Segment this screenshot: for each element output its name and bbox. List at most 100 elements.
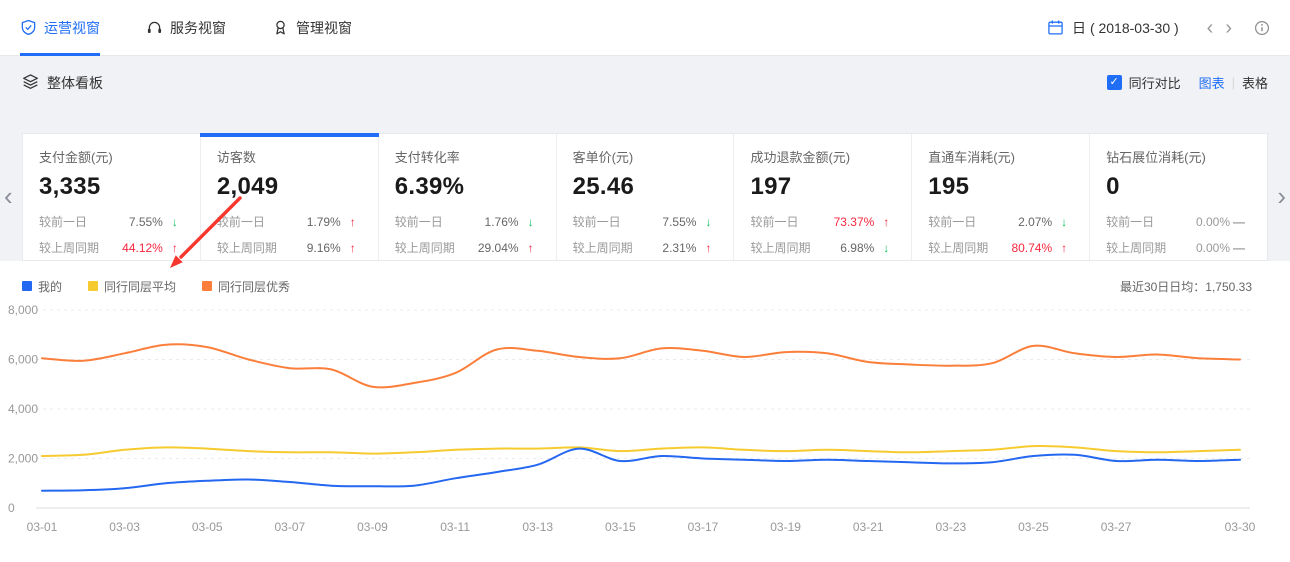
legend-label: 同行同层优秀 [218, 279, 291, 294]
view-toggle-table[interactable]: 表格 [1241, 76, 1268, 91]
date-prev-button[interactable]: ‹ [1206, 16, 1214, 39]
compare-value: 80.74% [1011, 240, 1053, 255]
top-nav: 运营视窗 服务视窗 管理视窗 日 ( 2018-03-30 ) ‹ › [0, 0, 1290, 56]
card-title: 支付转化率 [394, 150, 460, 165]
series-line-同行同层平均 [41, 445, 1241, 457]
legend-swatch [22, 281, 32, 291]
trend-arrow-icon: — [1233, 214, 1246, 229]
legend-item-mine[interactable]: 我的 [22, 278, 62, 295]
compare-label: 较上周同期 [394, 241, 455, 255]
view-toggle-divider: | [1231, 75, 1235, 90]
compare-value: 73.37% [833, 214, 875, 229]
compare-value: 7.55% [128, 214, 163, 229]
date-range[interactable]: ( 2018-03-30 ) [1089, 19, 1179, 36]
trend-arrow-icon: ↓ [1061, 214, 1068, 229]
y-axis-label: 4,000 [8, 402, 38, 416]
x-axis-label: 03-01 [27, 520, 58, 534]
compare-label: 较上周同期 [1106, 241, 1167, 255]
date-next-button[interactable]: › [1225, 16, 1232, 39]
peer-compare-checkbox[interactable]: ✓ [1106, 75, 1122, 90]
trend-arrow-icon: ↑ [349, 214, 356, 229]
trend-arrow-icon: ↑ [883, 214, 890, 229]
trend-arrow-icon: ↓ [705, 214, 712, 229]
cards-scroll-right-button[interactable]: › [1277, 181, 1286, 211]
chart-legend-row: 我的 同行同层平均 同行同层优秀 最近30日日均：1,750.33 [0, 261, 1290, 295]
y-axis-label: 6,000 [8, 353, 38, 367]
date-controls: 日 ( 2018-03-30 ) ‹ › [1047, 18, 1270, 38]
cards-scroll-left-button[interactable]: ‹ [4, 181, 13, 211]
trend-arrow-icon: ↑ [705, 240, 712, 255]
metric-card-visitors[interactable]: 访客数 2,049 较前一日 1.79% ↑ 较上周同期 9.16% ↑ [199, 133, 379, 260]
compare-label: 较前一日 [394, 215, 443, 229]
trend-arrow-icon: ↓ [527, 214, 534, 229]
x-axis-label: 03-11 [440, 520, 470, 534]
compare-value: 2.31% [662, 240, 697, 255]
compare-label: 较上周同期 [928, 241, 989, 255]
trend-arrow-icon: ↑ [527, 240, 534, 255]
card-title: 支付金额(元) [39, 150, 113, 165]
compare-label: 较前一日 [1106, 215, 1155, 229]
calendar-icon[interactable] [1047, 19, 1064, 36]
metric-card-payment-amount[interactable]: 支付金额(元) 3,335 较前一日 7.55% ↓ 较上周同期 44.12% … [23, 134, 201, 260]
card-title: 成功退款金额(元) [750, 150, 851, 165]
x-axis-label: 03-23 [935, 520, 966, 534]
board-title: 整体看板 [47, 74, 103, 91]
legend-swatch [202, 281, 213, 291]
compare-value: 44.12% [122, 240, 163, 255]
view-toggle-chart[interactable]: 图表 [1198, 76, 1225, 91]
tab-management-window[interactable]: 管理视窗 [272, 0, 352, 56]
card-value: 0 [1106, 173, 1120, 200]
card-value: 6.39% [394, 173, 465, 200]
x-axis-label: 03-27 [1101, 520, 1132, 534]
info-icon[interactable] [1254, 20, 1270, 36]
x-axis-label: 03-07 [275, 520, 306, 534]
trend-panel: 我的 同行同层平均 同行同层优秀 最近30日日均：1,750.33 0 2,000… [0, 261, 1290, 562]
date-granularity[interactable]: 日 [1071, 19, 1086, 36]
x-axis-label: 03-21 [853, 520, 884, 534]
metric-card-diamond-spend[interactable]: 钻石展位消耗(元) 0 较前一日 0.00% — 较上周同期 0.00% — [1090, 134, 1267, 260]
compare-label: 较前一日 [216, 215, 265, 229]
metric-card-avg-order-value[interactable]: 客单价(元) 25.46 较前一日 7.55% ↓ 较上周同期 2.31% ↑ [557, 134, 735, 260]
trend-arrow-icon: — [1233, 240, 1246, 255]
legend-swatch [88, 281, 99, 291]
tab-operations-window[interactable]: 运营视窗 [20, 0, 100, 56]
shield-monitor-icon [20, 19, 37, 36]
layers-icon [22, 73, 39, 93]
legend-item-peer-excellent[interactable]: 同行同层优秀 [202, 278, 290, 295]
compare-value: 9.16% [306, 240, 341, 255]
card-value: 2,049 [216, 173, 279, 200]
compare-value: 2.07% [1018, 214, 1053, 229]
compare-label: 较前一日 [39, 215, 88, 229]
trend-chart-canvas: 0 2,000 4,000 6,000 8,000 03-01 03-03 03-05 03-0… [8, 303, 1256, 534]
compare-value: 0.00% [1195, 214, 1231, 229]
compare-label: 较上周同期 [39, 241, 100, 255]
card-title: 访客数 [216, 150, 256, 165]
compare-value: 1.76% [484, 214, 519, 229]
compare-value: 1.79% [306, 214, 341, 229]
compare-label: 较前一日 [572, 215, 621, 229]
metric-card-ztc-spend[interactable]: 直通车消耗(元) 195 较前一日 2.07% ↓ 较上周同期 80.74% ↑ [912, 134, 1091, 260]
x-axis-label: 03-09 [357, 520, 388, 534]
card-title: 直通车消耗(元) [928, 150, 1015, 165]
y-axis-label: 8,000 [8, 303, 38, 317]
tab-label: 管理视窗 [296, 19, 352, 36]
trend-chart: 0 2,000 4,000 6,000 8,000 03-01 03-03 03-05 03-0… [0, 293, 1290, 562]
compare-value: 6.98% [840, 240, 875, 255]
compare-label: 较上周同期 [216, 241, 277, 255]
compare-label: 较前一日 [928, 215, 977, 229]
tab-service-window[interactable]: 服务视窗 [146, 0, 226, 56]
legend-label: 同行同层平均 [104, 279, 177, 294]
x-axis-label: 03-05 [192, 520, 223, 534]
sub-header: 整体看板 ✓ 同行对比 图表 | 表格 [0, 56, 1290, 109]
legend-item-peer-average[interactable]: 同行同层平均 [88, 278, 176, 295]
tab-label: 运营视窗 [44, 19, 100, 36]
peer-compare-label[interactable]: 同行对比 [1128, 76, 1181, 91]
trend-arrow-icon: ↑ [171, 240, 178, 255]
card-value: 3,335 [39, 173, 101, 200]
x-axis-label: 03-30 [1225, 520, 1256, 534]
y-axis-label: 0 [8, 501, 15, 515]
metric-card-conversion-rate[interactable]: 支付转化率 6.39% 较前一日 1.76% ↓ 较上周同期 29.04% ↑ [379, 134, 557, 260]
metric-card-refund-amount[interactable]: 成功退款金额(元) 197 较前一日 73.37% ↑ 较上周同期 6.98% … [734, 134, 913, 260]
compare-value: 29.04% [477, 240, 519, 255]
x-axis-label: 03-17 [688, 520, 719, 534]
